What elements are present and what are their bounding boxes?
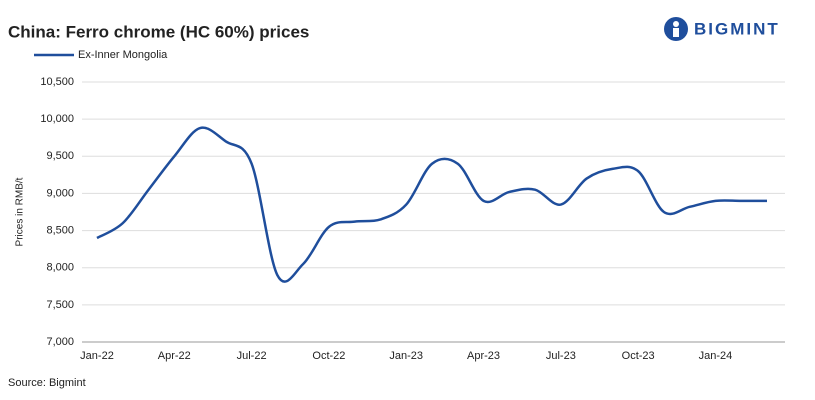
logo-icon-head xyxy=(673,21,679,27)
legend-label: Ex-Inner Mongolia xyxy=(78,49,168,61)
logo-icon-body xyxy=(673,28,679,37)
y-tick-label: 9,500 xyxy=(46,150,74,162)
x-tick-label: Jul-23 xyxy=(546,350,576,362)
y-tick-label: 8,000 xyxy=(46,262,74,274)
x-tick-label: Oct-23 xyxy=(622,350,655,362)
x-tick-label: Apr-22 xyxy=(158,350,191,362)
series-line xyxy=(96,126,767,283)
source: Source: Bigmint xyxy=(8,377,86,389)
x-tick-label: Jan-24 xyxy=(699,350,733,362)
y-tick-label: 8,500 xyxy=(46,224,74,236)
x-tick-label: Jan-22 xyxy=(80,350,114,362)
logo: BIGMINT xyxy=(664,17,780,41)
y-tick-label: 10,500 xyxy=(40,76,74,88)
brand: BIGMINT xyxy=(694,19,780,38)
y-tick-label: 9,000 xyxy=(46,187,74,199)
x-tick-label: Apr-23 xyxy=(467,350,500,362)
x-tick-label: Oct-22 xyxy=(312,350,345,362)
y-tick-label: 7,500 xyxy=(46,299,74,311)
x-tick-label: Jan-23 xyxy=(389,350,423,362)
x-tick-label: Jul-22 xyxy=(237,350,267,362)
chart-title: China: Ferro chrome (HC 60%) prices xyxy=(8,22,309,41)
y-axis-label: Prices in RMB/t xyxy=(15,177,26,246)
y-tick-label: 7,000 xyxy=(46,336,74,348)
y-tick-label: 10,000 xyxy=(40,113,74,125)
